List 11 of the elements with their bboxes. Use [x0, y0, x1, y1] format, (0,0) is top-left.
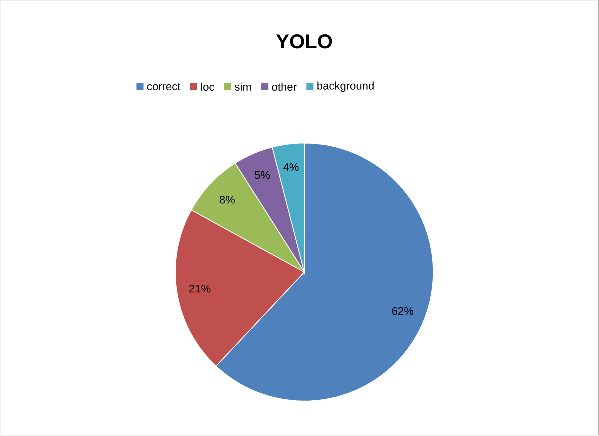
legend-label: background	[318, 82, 374, 92]
legend-label: correct	[147, 83, 181, 91]
legend-label: other	[272, 82, 297, 92]
legend-label: sim	[235, 82, 252, 92]
data-label: 4%	[284, 164, 299, 172]
legend-label: loc	[201, 82, 214, 92]
data-label: 5%	[254, 171, 270, 180]
chart-title: YOLO	[276, 34, 332, 49]
data-label: 8%	[220, 196, 236, 204]
data-label: 21%	[190, 285, 211, 293]
data-label: 62%	[392, 307, 414, 316]
